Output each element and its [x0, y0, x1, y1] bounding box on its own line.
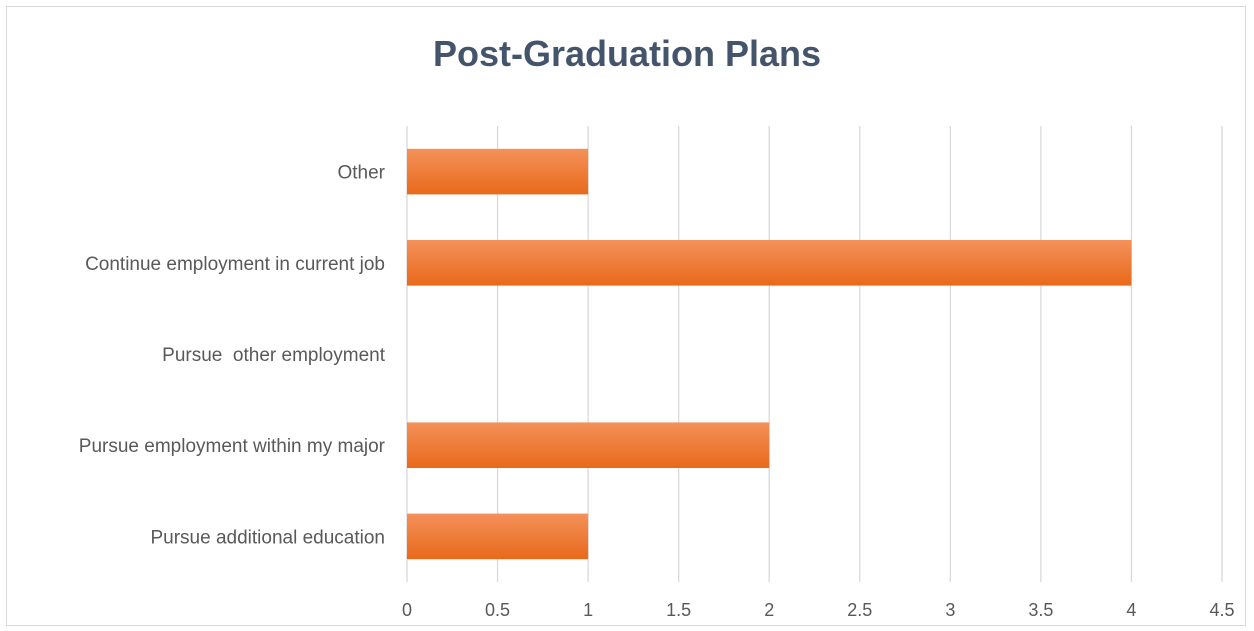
- bar-4: [407, 513, 589, 560]
- x-tick-label: 2.5: [847, 600, 872, 620]
- x-tick-label: 4: [1126, 600, 1136, 620]
- category-label: Continue employment in current job: [85, 254, 385, 275]
- category-label: Pursue additional education: [150, 527, 385, 548]
- chart-frame: [6, 6, 1246, 626]
- category-label: Pursue other employment: [162, 345, 386, 366]
- category-label: Pursue employment within my major: [79, 436, 386, 457]
- x-tick-label: 0: [402, 600, 412, 620]
- chart-title: Post-Graduation Plans: [433, 33, 821, 74]
- category-label: Other: [337, 163, 385, 184]
- x-tick-label: 1: [583, 600, 593, 620]
- x-tick-label: 2: [764, 600, 774, 620]
- x-tick-label: 0.5: [485, 600, 510, 620]
- x-tick-label: 4.5: [1209, 600, 1234, 620]
- x-tick-label: 1.5: [666, 600, 691, 620]
- x-tick-label: 3.5: [1028, 600, 1053, 620]
- x-tick-label: 3: [945, 600, 955, 620]
- bar-3: [407, 422, 770, 468]
- bar-0: [407, 148, 589, 195]
- bar-1: [407, 240, 1132, 286]
